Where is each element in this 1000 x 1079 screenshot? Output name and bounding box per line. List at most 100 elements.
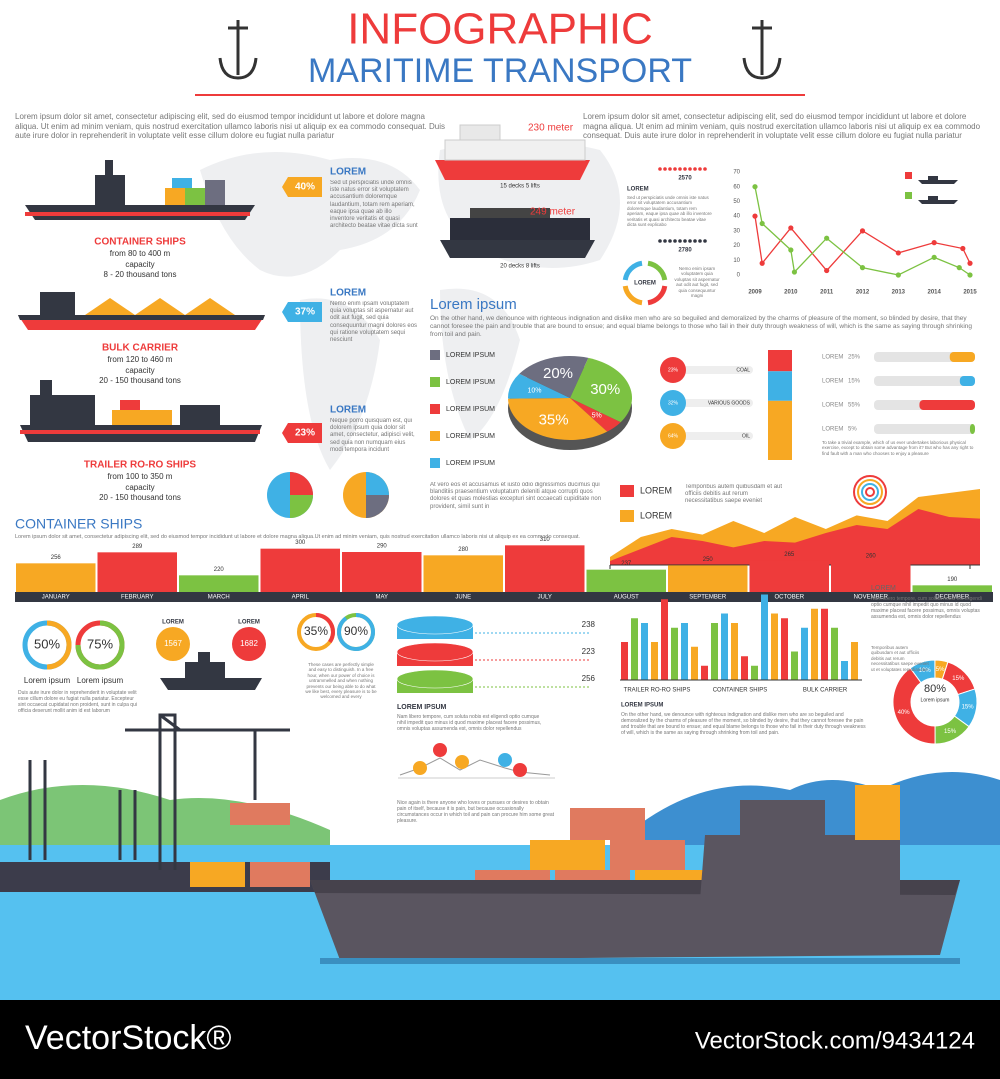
bar-value: 190 [947,577,958,583]
bar [342,552,422,592]
ship-capacity-label: capacity [125,260,154,269]
percent-label: 40% [295,182,315,193]
footer-right: VectorStock.com/9434124 [695,1027,975,1054]
x-tick-label: 2012 [856,290,870,296]
cycle-arc [647,285,668,306]
goods-name: OIL [742,433,750,439]
donut-label: 15% [952,676,965,682]
person-icon [668,239,672,243]
ship-length: from 100 to 350 m [108,472,173,481]
goods-bar [673,399,753,407]
stack-heading: LOREM IPSUM [397,704,447,711]
legend-swatch [430,404,440,414]
harbor-scene [0,713,1000,1000]
month-label: NOVEMBER [854,595,889,601]
point [895,272,901,278]
percent-tag [282,177,322,197]
bar-value: 290 [377,544,388,550]
bar-value: 289 [132,544,143,550]
bar [741,656,748,680]
month-label: AUGUST [614,595,639,601]
percent-tag [282,302,322,322]
goods-name: COAL [736,367,750,373]
person-icon [668,167,672,171]
goods-percent: 32% [668,400,679,406]
bubble [513,763,527,777]
donut-slice [892,667,936,745]
bar [912,585,992,592]
bar [841,661,848,680]
paragraph: To take a trivial example, which of us e… [822,440,974,456]
cruise-decks: 15 decks 5 lifts [500,184,540,190]
person-icon [678,167,682,171]
person-icon [688,167,692,171]
cycle-label: LOREM [634,281,656,287]
ring-arc [46,620,72,670]
bar [179,575,259,592]
bar [671,627,678,680]
bar [731,623,738,680]
bubble [455,755,469,769]
y-tick-label: 30 [733,228,740,234]
pie-label: 35% [539,412,569,429]
goods-bar [673,432,753,440]
bubble [433,743,447,757]
person-icon [673,167,677,171]
bar [801,627,808,680]
line [754,186,971,276]
person-icon [663,239,667,243]
cylinder-top [396,642,474,662]
point [791,269,798,275]
person-icon [683,167,687,171]
paragraph: Nemo enim ipsam voluptatem quia voluptas… [330,301,418,343]
legend-label: LOREM IPSUM [446,352,495,359]
donut-label: 40% [898,710,911,716]
ship-capacity-label: capacity [125,366,154,375]
footer-left: VectorStock® [25,1019,231,1057]
point [931,254,937,260]
cruise-length: 230 meter [528,123,574,134]
bar [791,651,798,680]
subtitle: MARITIME TRANSPORT [308,52,692,90]
person-icon [658,167,662,171]
point [956,265,962,271]
bar [681,623,688,680]
bar [641,623,648,680]
bar [751,665,758,680]
percent-label: 23% [295,428,315,439]
point [752,213,758,219]
ship-length: from 120 to 460 m [108,355,173,364]
paragraph: Lorem ipsum dolor sit amet, consectetur … [15,112,445,141]
progress-fill [919,400,975,410]
bar [16,563,96,592]
legend-label: LOREM [640,510,672,520]
y-tick-label: 40 [733,214,740,220]
ship-heading: LOREM [330,405,366,416]
y-tick-label: 20 [733,243,740,249]
paragraph: On the other hand, we denounce with righ… [621,712,866,736]
title: INFOGRAPHIC [347,5,653,54]
progress-fill [969,424,975,434]
ship-capacity: 20 - 150 thousand tons [99,493,181,502]
donut-label: 5% [936,667,945,673]
bar [761,594,768,680]
legend-swatch [905,172,912,179]
donut-label: 15% [944,729,957,735]
stack-value: 256 [582,674,596,683]
bar [668,565,748,592]
donut-center: 80% [924,683,946,695]
count-value: 1682 [240,639,258,648]
y-tick-label: 70 [733,170,740,176]
point [759,220,765,227]
ship-icons [18,160,265,442]
month-label: SEPTEMBER [689,595,727,601]
goods-name: VARIOUS GOODS [708,400,751,406]
person-icon [678,239,682,243]
percent-label: 37% [295,307,315,318]
y-tick-label: 60 [733,184,740,190]
bar [621,642,628,680]
count-label: LOREM [238,620,260,626]
pie-label: 10% [527,387,541,394]
x-tick-label: 2015 [963,290,977,296]
